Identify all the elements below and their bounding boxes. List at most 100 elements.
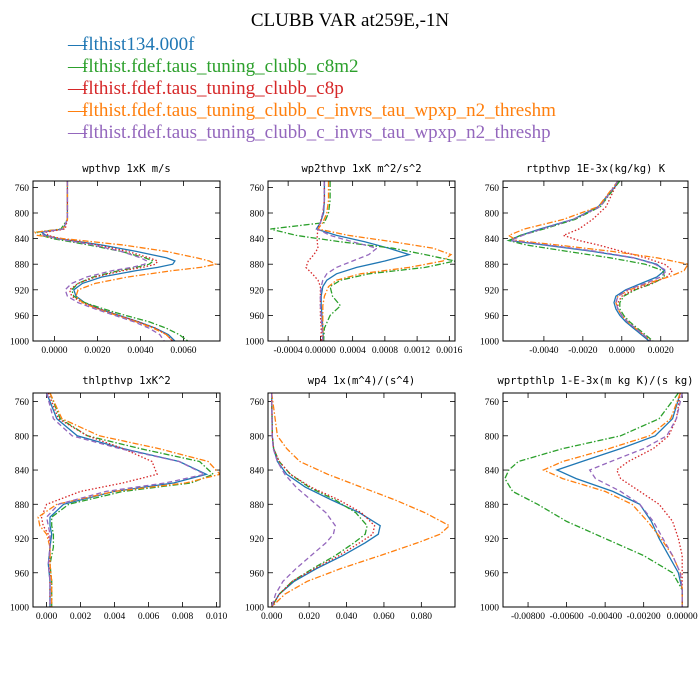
y-tick-label: 1000 <box>480 338 499 348</box>
y-tick-label: 880 <box>250 501 265 511</box>
chart-panel: wp2thvp 1xK m^2/s^2 760 800 840 880 920 960 100… <box>245 163 463 356</box>
y-tick-label: 760 <box>485 398 500 408</box>
chart-panel: wprtpthlp 1-E-3x(m kg K)/(s kg) 760 800 840… <box>480 375 698 622</box>
y-tick-label: 760 <box>250 398 265 408</box>
y-tick-label: 760 <box>15 398 30 408</box>
plot-frame <box>267 180 456 342</box>
y-tick-label: 960 <box>250 569 265 579</box>
x-tick-label: 0.040 <box>336 612 358 622</box>
x-tick-label: 0.000 <box>36 612 58 622</box>
x-tick-label: 0.00000 <box>305 346 336 356</box>
panel-title: rtpthvp 1E-3x(kg/kg) K <box>526 163 666 175</box>
y-tick-label: 880 <box>485 261 500 271</box>
legend-label: flthist.fdef.taus_tuning_clubb_c8m2 <box>82 56 359 77</box>
series-line <box>561 181 674 341</box>
x-tick-label: -0.0020 <box>568 346 598 356</box>
x-tick-label: 0.00000 <box>667 612 698 622</box>
y-tick-label: 920 <box>250 535 265 545</box>
series-line <box>541 393 683 607</box>
x-tick-label: 0.0000 <box>41 346 67 356</box>
series-line <box>508 181 668 341</box>
x-tick-label: 0.080 <box>411 612 433 622</box>
y-tick-label: 760 <box>485 184 500 194</box>
panel-title: wprtpthlp 1-E-3x(m kg K)/(s kg) <box>498 375 694 387</box>
x-tick-label: 0.008 <box>172 612 194 622</box>
series-line <box>315 181 412 341</box>
x-tick-label: 0.0040 <box>127 346 153 356</box>
x-tick-label: 0.010 <box>206 612 228 622</box>
y-tick-label: 920 <box>15 535 30 545</box>
legend-line-swatch: — <box>68 34 87 55</box>
x-tick-label: -0.0004 <box>274 346 304 356</box>
x-tick-label: 0.002 <box>70 612 92 622</box>
y-tick-label: 960 <box>485 569 500 579</box>
y-tick-label: 840 <box>485 235 500 245</box>
series-line <box>615 393 683 607</box>
y-tick-label: 880 <box>15 261 30 271</box>
y-tick-label: 840 <box>250 235 265 245</box>
y-tick-label: 880 <box>250 261 265 271</box>
series-line <box>45 393 207 607</box>
plot-frame <box>32 392 221 608</box>
series-line <box>271 393 336 607</box>
panel-title: wpthvp 1xK m/s <box>82 163 171 175</box>
legend-line-swatch: — <box>68 56 87 77</box>
y-tick-label: 800 <box>250 432 265 442</box>
legend-line-swatch: — <box>68 100 87 121</box>
series-line <box>39 181 176 341</box>
legend-item: —flthist.fdef.taus_tuning_clubb_c_invrs_… <box>68 100 556 122</box>
series-line <box>588 393 683 607</box>
legend-label: flthist.fdef.taus_tuning_clubb_c_invrs_t… <box>82 122 551 143</box>
legend-item: —flthist.fdef.taus_tuning_clubb_c8p <box>68 78 556 100</box>
series-line <box>271 393 368 607</box>
x-tick-label: -0.00800 <box>511 612 545 622</box>
y-tick-label: 1000 <box>480 604 499 614</box>
y-tick-label: 800 <box>485 210 500 220</box>
y-tick-label: 920 <box>485 286 500 296</box>
plot-frame <box>32 180 221 342</box>
x-tick-label: 0.004 <box>104 612 126 622</box>
x-tick-label: 0.020 <box>298 612 320 622</box>
y-tick-label: 1000 <box>10 604 29 614</box>
y-tick-label: 960 <box>485 312 500 322</box>
y-tick-label: 1000 <box>245 604 264 614</box>
y-tick-label: 840 <box>250 467 265 477</box>
y-tick-label: 1000 <box>10 338 29 348</box>
x-tick-label: 0.0008 <box>372 346 398 356</box>
series-line <box>506 181 666 341</box>
legend-line-swatch: — <box>68 122 87 143</box>
x-tick-label: 0.0000 <box>609 346 635 356</box>
x-tick-label: 0.0012 <box>404 346 430 356</box>
series-line <box>35 181 189 341</box>
y-tick-label: 960 <box>15 569 30 579</box>
legend-line-swatch: — <box>68 78 87 99</box>
series-line <box>40 181 165 341</box>
chart-panel: thlpthvp 1xK^2 760 800 840 880 920 960 1000 0.00… <box>10 375 228 622</box>
x-tick-label: -0.0040 <box>529 346 559 356</box>
y-tick-label: 800 <box>15 210 30 220</box>
legend-item: —flthist134.000f <box>68 34 556 56</box>
x-tick-label: -0.00200 <box>627 612 661 622</box>
series-line <box>40 393 158 607</box>
panel-title: wp4 1x(m^4)/(s^4) <box>308 375 415 387</box>
legend-item: —flthist.fdef.taus_tuning_clubb_c8m2 <box>68 56 556 78</box>
y-tick-label: 800 <box>485 432 500 442</box>
x-tick-label: 0.060 <box>373 612 395 622</box>
main-title: CLUBB VAR at259E,-1N <box>250 10 450 31</box>
x-tick-label: -0.00600 <box>550 612 584 622</box>
series-line <box>507 181 688 341</box>
legend: —flthist134.000f —flthist.fdef.taus_tunin… <box>68 34 556 144</box>
x-tick-label: 0.006 <box>138 612 160 622</box>
series-line <box>555 393 683 607</box>
y-tick-label: 800 <box>250 210 265 220</box>
plot-frame <box>267 392 456 608</box>
legend-label: flthist.fdef.taus_tuning_clubb_c_invrs_t… <box>82 100 556 121</box>
x-tick-label: 0.0060 <box>170 346 196 356</box>
plot-frame <box>502 180 689 342</box>
y-tick-label: 960 <box>250 312 265 322</box>
y-tick-label: 880 <box>15 501 30 511</box>
y-tick-label: 920 <box>485 535 500 545</box>
y-tick-label: 840 <box>485 467 500 477</box>
panel-title: thlpthvp 1xK^2 <box>82 375 171 387</box>
